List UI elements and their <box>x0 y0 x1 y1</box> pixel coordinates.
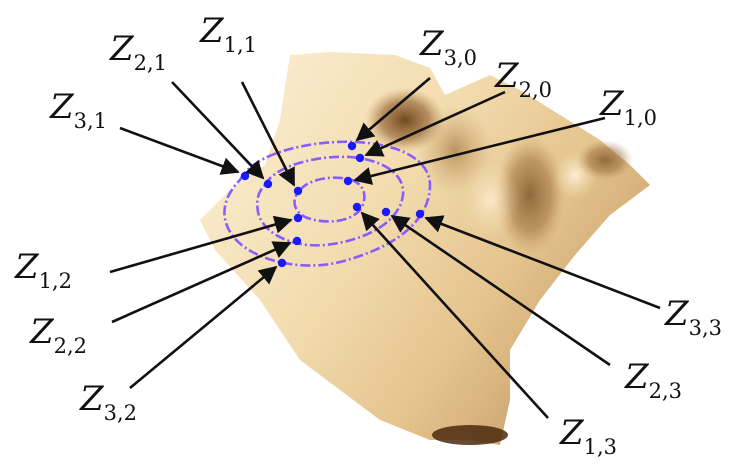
arrow-z-1-3 <box>360 211 549 419</box>
terrain-surface <box>200 52 650 445</box>
label-z-1-3: Z1,3 <box>559 413 617 459</box>
contour-ring-inner <box>293 176 366 223</box>
label-z-1-2: Z1,2 <box>14 247 72 293</box>
arrow-z-2-1 <box>171 81 265 180</box>
point-z-2-1 <box>263 179 273 189</box>
point-z-2-0 <box>355 153 365 163</box>
arrow-z-3-1 <box>119 126 240 175</box>
point-z-1-1 <box>293 186 303 196</box>
label-z-2-0: Z2,0 <box>494 56 552 102</box>
label-z-1-0: Z1,0 <box>599 84 657 130</box>
arrow-z-1-0 <box>353 116 606 185</box>
contour-rings <box>223 140 432 267</box>
sample-points <box>240 141 425 268</box>
point-z-3-1 <box>240 171 250 181</box>
contour-ring-middle <box>255 155 405 247</box>
label-z-3-1: Z3,1 <box>49 87 107 133</box>
label-z-1-1: Z1,1 <box>199 11 257 57</box>
arrows <box>109 77 661 419</box>
label-z-3-0: Z3,0 <box>419 24 477 70</box>
point-z-1-2 <box>293 213 303 223</box>
contour-ring-outer <box>223 140 432 267</box>
point-z-3-3 <box>415 209 425 219</box>
label-z-3-2: Z3,2 <box>79 379 137 425</box>
arrow-z-2-2 <box>111 241 292 324</box>
arrow-z-3-0 <box>355 77 431 142</box>
label-z-2-1: Z2,1 <box>109 29 167 75</box>
point-z-1-3 <box>352 202 362 212</box>
label-z-3-3: Z3,3 <box>664 294 722 340</box>
point-z-1-0 <box>343 176 353 186</box>
arrow-z-2-3 <box>390 214 611 367</box>
labels: Z3,0 Z2,0 Z1,0 Z1,1 Z2,1 Z3,1 Z1,2 Z2,2 … <box>14 11 722 459</box>
arrow-z-3-2 <box>129 265 278 390</box>
point-z-2-2 <box>292 236 302 246</box>
arrow-z-2-0 <box>364 90 506 157</box>
point-z-2-3 <box>381 207 391 217</box>
label-z-2-3: Z2,3 <box>624 357 682 403</box>
arrow-z-1-1 <box>240 81 296 187</box>
point-z-3-0 <box>347 141 357 151</box>
arrow-z-3-3 <box>424 215 661 310</box>
label-z-2-2: Z2,2 <box>29 312 87 358</box>
arrow-z-1-2 <box>109 215 293 274</box>
point-z-3-2 <box>277 258 287 268</box>
